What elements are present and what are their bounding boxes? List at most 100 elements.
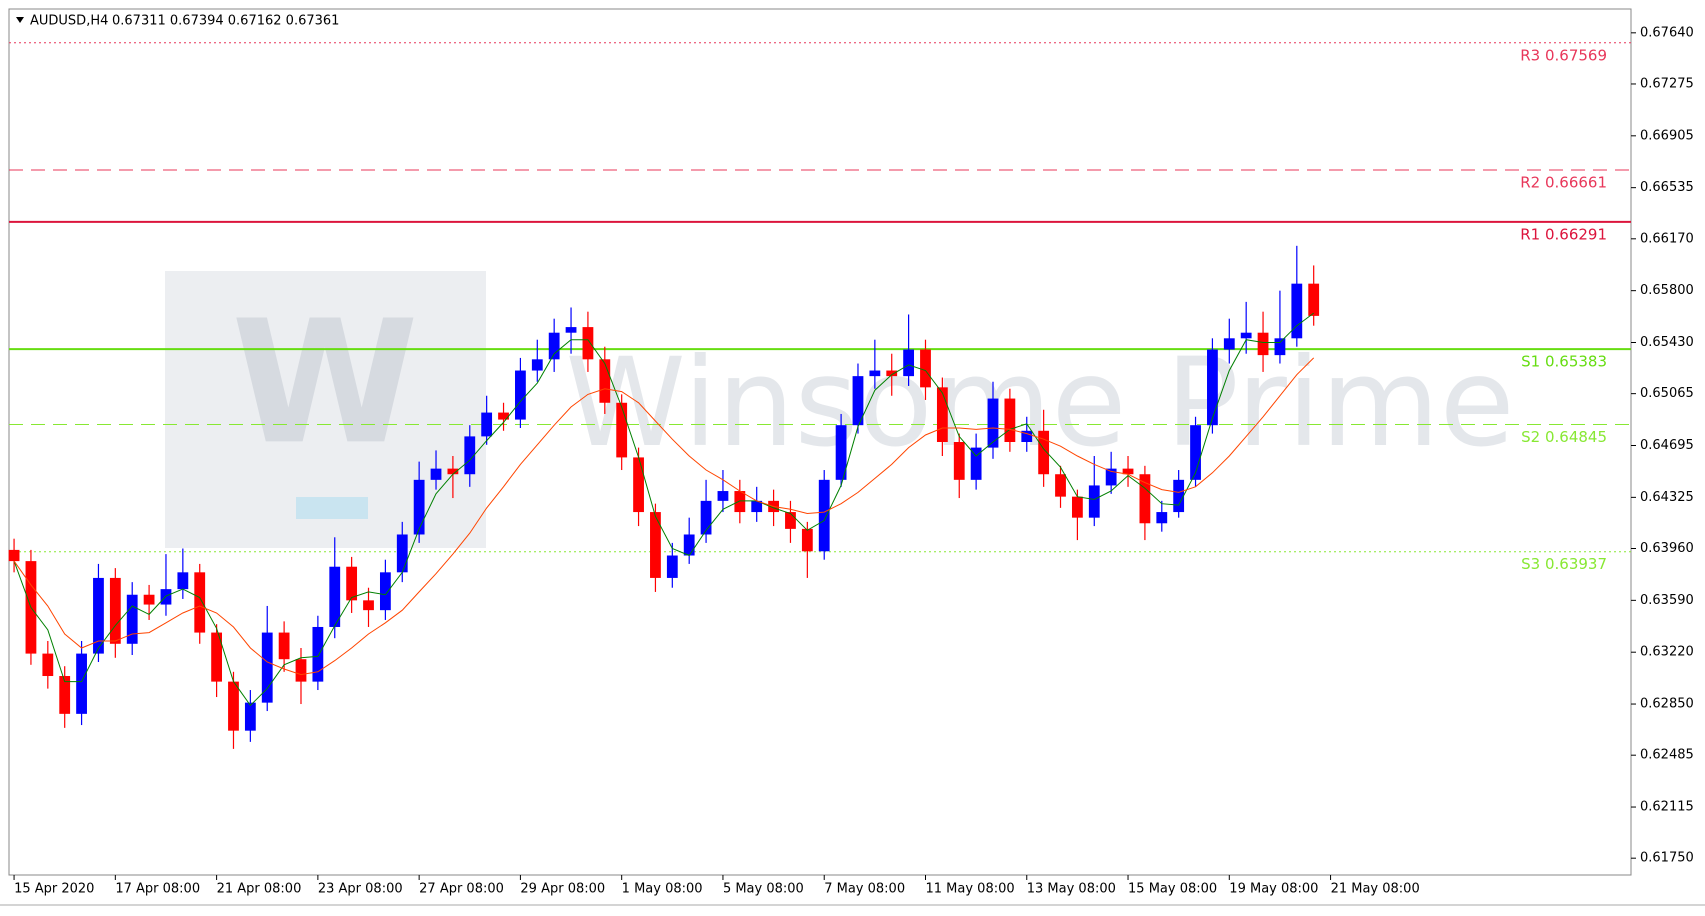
x-tick-label: 21 May 08:00 <box>1331 882 1420 897</box>
x-tick-label: 29 Apr 08:00 <box>520 882 605 897</box>
candle-body <box>126 594 138 644</box>
x-tick-label: 13 May 08:00 <box>1027 882 1116 897</box>
candle-body <box>886 370 898 377</box>
candle-body <box>143 594 155 605</box>
candle-body <box>1173 479 1185 513</box>
candle-body <box>1291 283 1303 339</box>
candle-body <box>8 549 20 562</box>
candle-body <box>1308 283 1320 316</box>
candle-body <box>59 676 71 714</box>
candle-body <box>953 442 965 480</box>
candle-body <box>903 349 915 377</box>
candle-body <box>835 425 847 480</box>
y-tick-label: 0.62485 <box>1640 748 1694 763</box>
y-tick-label: 0.64695 <box>1640 438 1694 453</box>
candle-body <box>633 457 644 513</box>
candle-body <box>683 534 695 556</box>
plot-frame <box>8 8 1632 876</box>
pivot-label: R2 0.66661 <box>1520 174 1607 192</box>
candle-body <box>1122 468 1134 475</box>
candle-body <box>379 572 391 611</box>
y-tick-label: 0.64325 <box>1640 490 1694 505</box>
candle-body <box>1088 485 1100 518</box>
x-tick-label: 11 May 08:00 <box>925 882 1014 897</box>
y-tick-label: 0.65800 <box>1640 283 1694 298</box>
candle-body <box>363 600 374 611</box>
x-tick-label: 21 Apr 08:00 <box>217 882 302 897</box>
candle-body <box>481 412 493 437</box>
candle-body <box>801 528 813 552</box>
header-values: 0.67311 0.67394 0.67162 0.67361 <box>112 14 339 29</box>
x-tick-label: 1 May 08:00 <box>622 882 703 897</box>
candle-body <box>1139 474 1151 524</box>
candle-body <box>1038 430 1050 475</box>
candle-body <box>616 402 628 458</box>
pivot-label: S1 0.65383 <box>1521 353 1607 371</box>
candle-body <box>785 512 796 529</box>
candle-body <box>852 376 864 426</box>
candle-body <box>346 566 358 601</box>
candle-body <box>717 491 729 501</box>
y-tick-label: 0.67640 <box>1640 25 1694 40</box>
candle-body <box>700 500 712 535</box>
candle-body <box>751 500 763 513</box>
candle-body <box>1240 332 1252 339</box>
candle-body <box>109 577 121 644</box>
candle-body <box>1055 474 1066 497</box>
candle-body <box>228 681 239 731</box>
x-tick-label: 7 May 08:00 <box>824 882 905 897</box>
candle-body <box>312 626 324 682</box>
candle-body <box>177 572 189 590</box>
candle-body <box>42 653 54 677</box>
candle-body <box>430 468 442 480</box>
candle-body <box>464 436 476 475</box>
pivot-label: S2 0.64845 <box>1521 428 1607 446</box>
y-tick-label: 0.65430 <box>1640 335 1694 350</box>
moving-average <box>13 312 1314 707</box>
symbol-title: AUDUSD,H4 <box>30 14 108 29</box>
candle-body <box>1223 338 1235 350</box>
candle-body <box>1071 496 1083 518</box>
candle-body <box>869 370 881 377</box>
x-tick-label: 15 May 08:00 <box>1128 882 1217 897</box>
x-tick-label: 15 Apr 2020 <box>14 882 94 897</box>
pivot-label: S3 0.63937 <box>1521 555 1607 573</box>
candle-body <box>515 370 526 420</box>
candle-body <box>548 332 560 360</box>
y-tick-label: 0.62850 <box>1640 697 1694 712</box>
candle-body <box>1105 468 1117 486</box>
x-tick-label: 5 May 08:00 <box>723 882 804 897</box>
candle-body <box>565 327 577 333</box>
x-tick-label: 17 Apr 08:00 <box>115 882 200 897</box>
candle-body <box>650 512 661 578</box>
candle-body <box>1004 398 1016 442</box>
moving-average <box>13 357 1315 676</box>
candle-body <box>1021 430 1033 442</box>
candle-body <box>531 359 543 371</box>
x-tick-label: 23 Apr 08:00 <box>318 882 403 897</box>
y-tick-label: 0.66170 <box>1640 231 1694 246</box>
candle-body <box>1274 338 1286 356</box>
candle-body <box>1156 512 1168 524</box>
candle-body <box>1190 425 1201 480</box>
y-tick-label: 0.63220 <box>1640 645 1694 660</box>
menu-arrow <box>16 17 24 23</box>
y-tick-label: 0.65065 <box>1640 386 1694 401</box>
x-tick-label: 19 May 08:00 <box>1229 882 1318 897</box>
candle-body <box>261 632 273 703</box>
pivot-label: R1 0.66291 <box>1520 225 1607 243</box>
pivot-label: R3 0.67569 <box>1520 46 1607 64</box>
candle-body <box>295 659 307 682</box>
candle-body <box>818 479 830 552</box>
candle-body <box>1207 349 1218 426</box>
candle-body <box>413 479 425 535</box>
candle-body <box>599 359 611 403</box>
candle-body <box>1257 332 1269 356</box>
candle-body <box>970 447 982 480</box>
candle-body <box>936 387 948 442</box>
y-tick-label: 0.67275 <box>1640 76 1694 91</box>
candle-body <box>666 555 678 578</box>
candle-body <box>447 468 459 475</box>
